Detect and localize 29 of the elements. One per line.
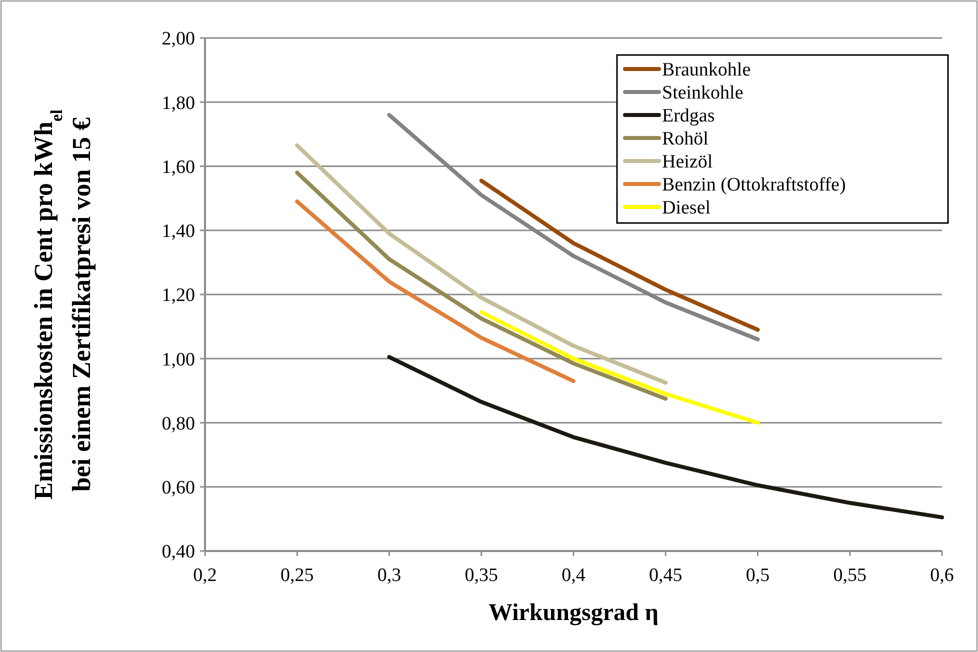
legend-label: Heizöl <box>662 152 713 173</box>
x-tick-label: 0,4 <box>562 565 586 586</box>
y-tick-label: 0,60 <box>162 478 195 499</box>
x-axis-title: Wirkungsgrad η <box>488 600 658 626</box>
legend-label: Diesel <box>662 198 711 219</box>
y-tick-label: 1,00 <box>162 349 195 370</box>
y-tick-label: 0,40 <box>162 542 195 563</box>
y-tick-label: 1,40 <box>162 221 195 242</box>
x-tick-label: 0,55 <box>833 565 866 586</box>
y-tick-label: 2,00 <box>162 28 195 50</box>
legend-label: Rohöl <box>662 128 708 150</box>
legend-label: Erdgas <box>662 106 715 127</box>
x-tick-label: 0,6 <box>930 565 954 586</box>
line-series <box>387 355 944 520</box>
x-tick-label: 0,2 <box>193 565 217 586</box>
y-tick-label: 1,60 <box>162 156 195 178</box>
x-tick-label: 0,3 <box>377 565 402 586</box>
y-tick-label: 1,20 <box>162 285 195 306</box>
line-series <box>295 200 576 384</box>
x-tick-label: 0,25 <box>280 565 314 586</box>
line-series <box>479 310 760 425</box>
legend-label: Steinkohle <box>662 82 744 104</box>
x-tick-label: 0,45 <box>649 565 682 586</box>
legend-label: Benzin (Ottokraftstoffe) <box>662 174 846 196</box>
x-tick-label: 0,35 <box>464 565 498 586</box>
legend-label: Braunkohle <box>662 60 751 81</box>
y-tick-label: 1,80 <box>162 92 195 114</box>
x-tick-label: 0,5 <box>746 565 770 586</box>
y-tick-label: 0,80 <box>162 413 195 434</box>
